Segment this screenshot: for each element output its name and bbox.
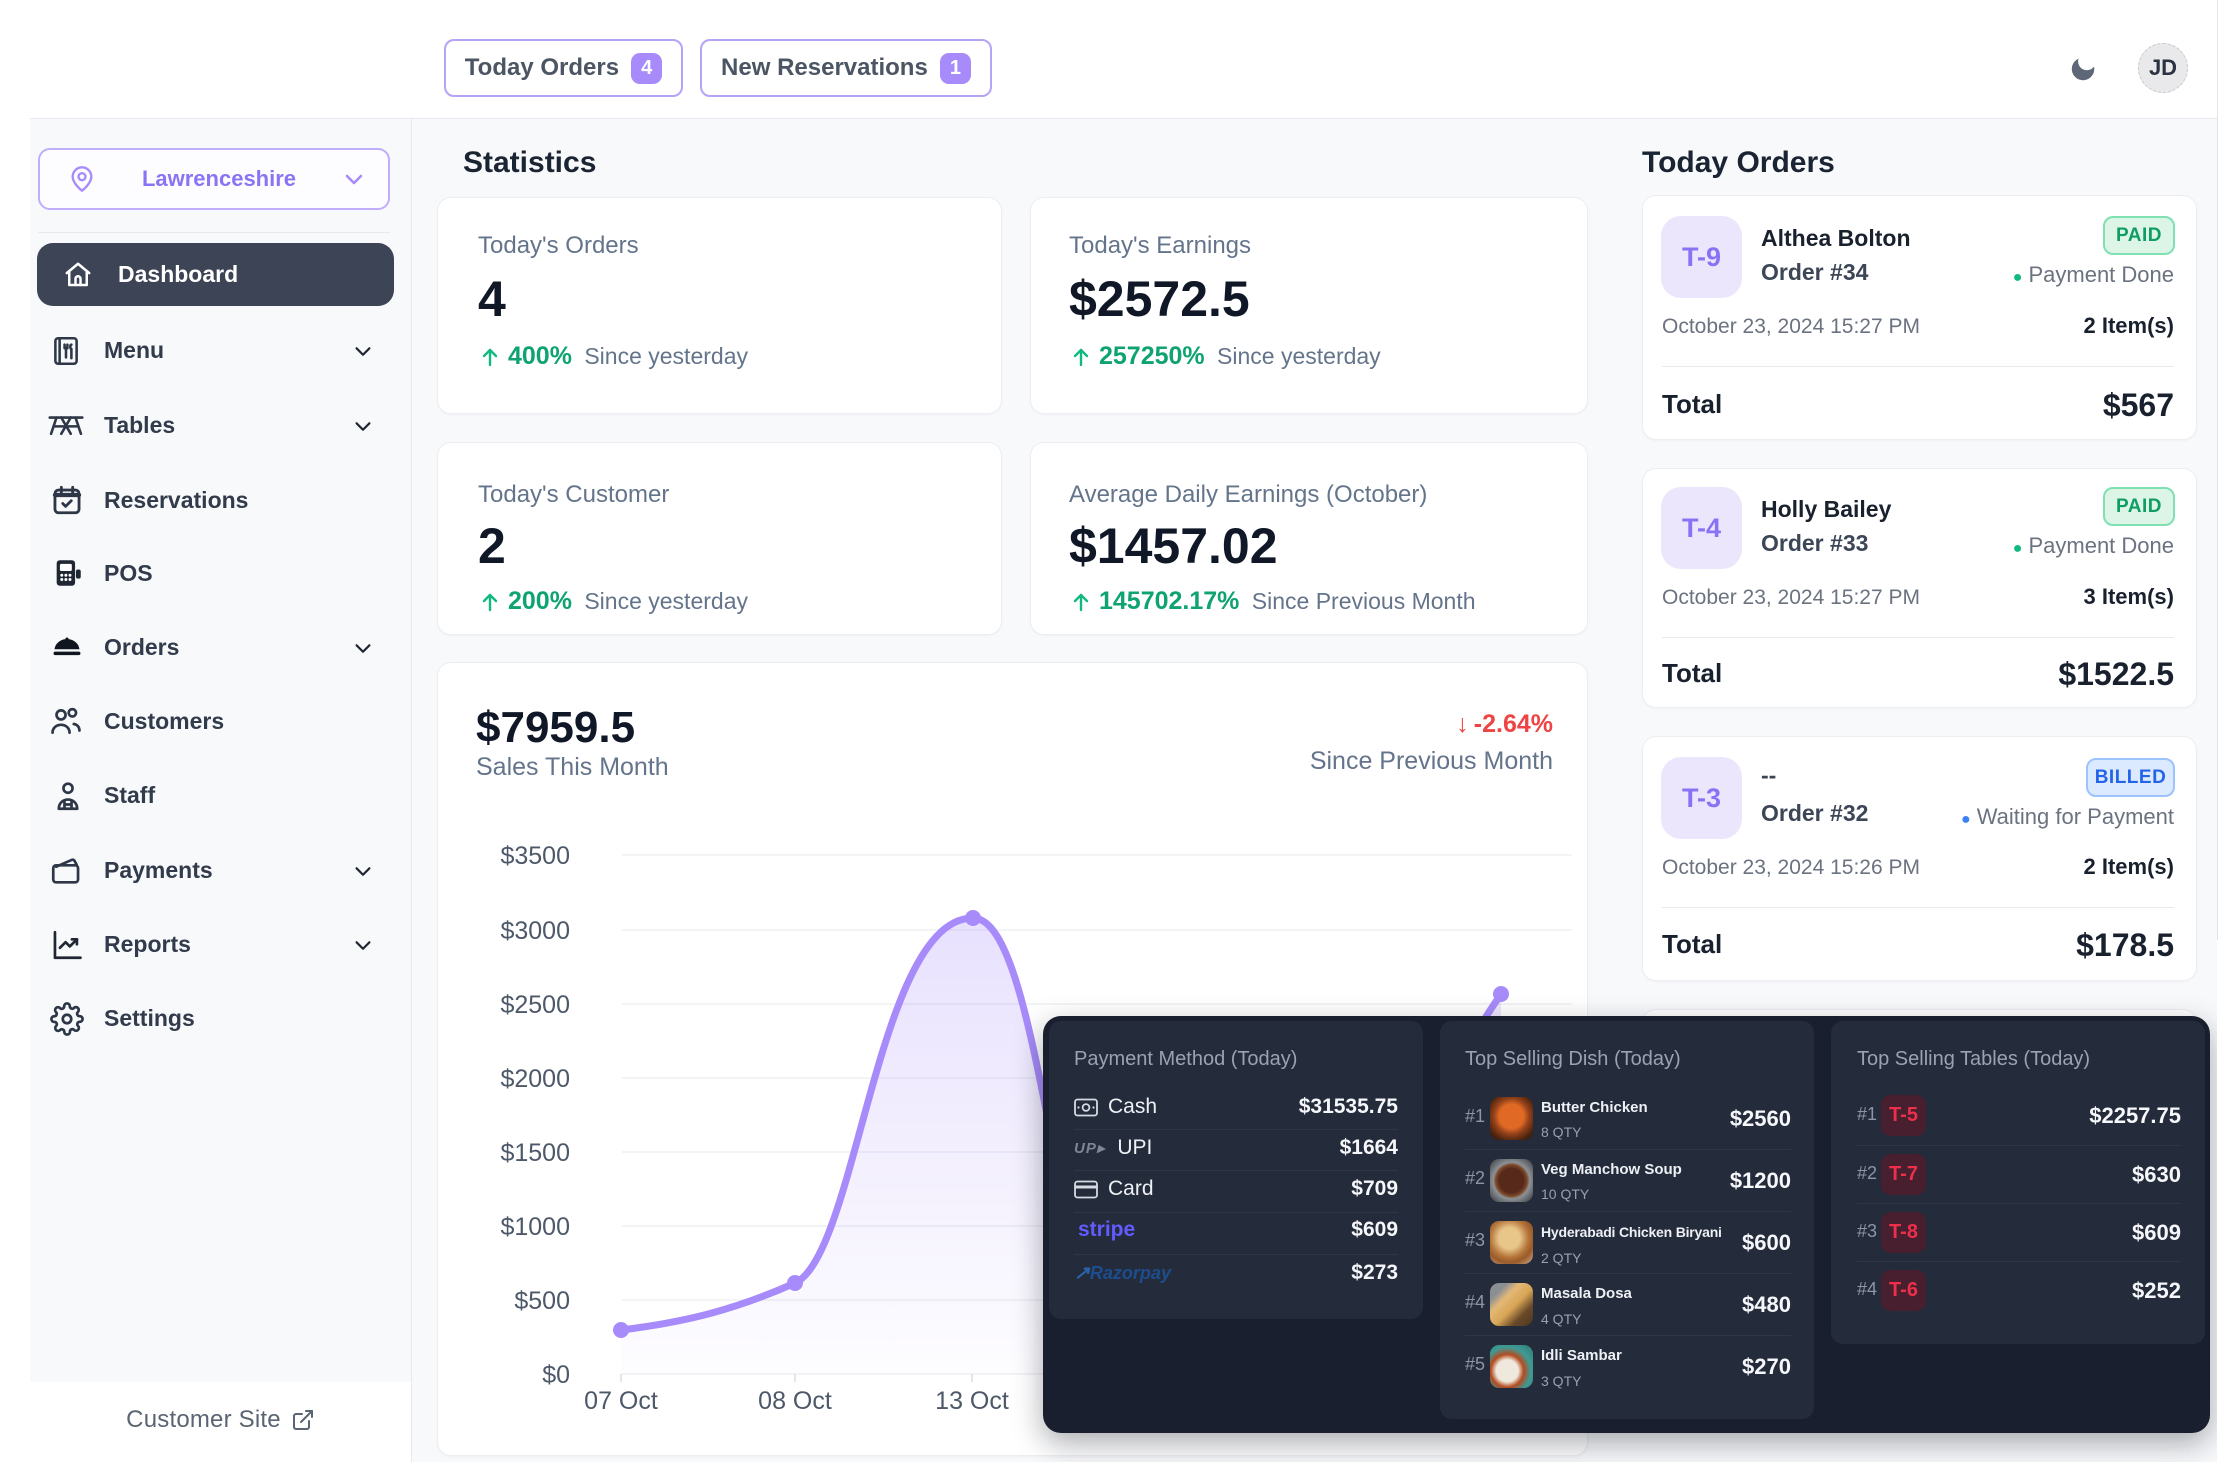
svg-text:$1000: $1000 bbox=[500, 1213, 570, 1241]
svg-text:$0: $0 bbox=[542, 1361, 570, 1389]
svg-text:13 Oct: 13 Oct bbox=[935, 1387, 1009, 1415]
svg-text:$2000: $2000 bbox=[500, 1065, 570, 1093]
svg-text:$1500: $1500 bbox=[500, 1139, 570, 1167]
svg-text:$3000: $3000 bbox=[500, 917, 570, 945]
svg-text:08 Oct: 08 Oct bbox=[758, 1387, 832, 1415]
svg-text:$3500: $3500 bbox=[500, 842, 570, 870]
svg-text:$500: $500 bbox=[514, 1287, 570, 1315]
svg-text:07 Oct: 07 Oct bbox=[584, 1387, 658, 1415]
svg-text:$2500: $2500 bbox=[500, 991, 570, 1019]
